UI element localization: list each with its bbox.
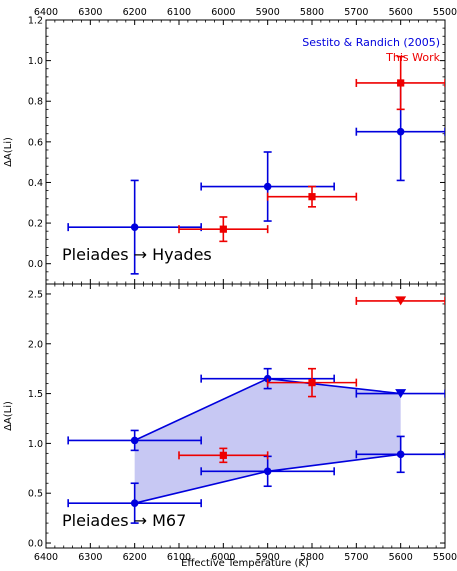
y-tick-label: 0.2 bbox=[28, 219, 43, 230]
legend-entry-this-work: This Work bbox=[385, 51, 440, 64]
x-tick-label: 5500 bbox=[433, 7, 457, 18]
x-tick-label: 6000 bbox=[211, 552, 235, 563]
panel-bottom: 6400 6300 6200 6100 6000 5900 5800 5700 5600 5500… bbox=[3, 283, 457, 569]
y-tick-label: 2.5 bbox=[28, 289, 43, 300]
data-point-square bbox=[308, 379, 316, 387]
panel-top: 6400 6300 6200 6100 6000 5900 5800 5700 5600 5500… bbox=[3, 7, 457, 285]
y-tick-label: 0.5 bbox=[28, 489, 43, 500]
data-top bbox=[67, 55, 445, 275]
y-axis-label-top: ΔA(Li) bbox=[3, 137, 14, 167]
y-tick-label: 0.8 bbox=[28, 97, 43, 108]
x-tick-label: 5800 bbox=[300, 7, 324, 18]
y-tick-label: 2.0 bbox=[28, 339, 43, 350]
data-point-square bbox=[219, 225, 227, 233]
y-tick-label: 1.0 bbox=[28, 56, 43, 67]
panel-label-top: Pleiades → Hyades bbox=[62, 245, 212, 264]
x-tick-label: 5600 bbox=[389, 552, 413, 563]
data-point-upper-limit bbox=[395, 296, 407, 306]
data-point-circle bbox=[130, 436, 139, 445]
data-point-circle bbox=[263, 182, 272, 191]
y-tick-label: 0.0 bbox=[28, 259, 43, 270]
data-bottom bbox=[67, 296, 445, 524]
x-tick-label: 6100 bbox=[167, 7, 191, 18]
y-tick-label: 0.0 bbox=[28, 539, 43, 550]
x-tick-label: 5600 bbox=[389, 7, 413, 18]
x-tick-label: 5500 bbox=[433, 552, 457, 563]
x-tick-label: 5900 bbox=[256, 7, 280, 18]
data-point-circle bbox=[396, 450, 405, 459]
x-tick-label: 6200 bbox=[123, 552, 147, 563]
y-tick-label: 1.2 bbox=[28, 16, 43, 27]
ticks-top: 6400 6300 6200 6100 6000 5900 5800 5700 5600 5500… bbox=[28, 7, 457, 284]
ticks-bottom: 6400 6300 6200 6100 6000 5900 5800 5700 5600 5500… bbox=[28, 283, 457, 563]
x-tick-label: 5800 bbox=[300, 552, 324, 563]
data-point-upper-limit bbox=[395, 389, 407, 399]
y-axis-label-bottom: ΔA(Li) bbox=[3, 401, 14, 431]
data-point-circle bbox=[263, 467, 272, 476]
x-tick-label: 6300 bbox=[78, 7, 102, 18]
x-tick-label: 6000 bbox=[211, 7, 235, 18]
data-point-circle bbox=[130, 223, 139, 231]
x-tick-label: 6400 bbox=[34, 7, 58, 18]
data-point-circle bbox=[130, 499, 139, 507]
x-tick-label: 5900 bbox=[256, 552, 280, 563]
x-tick-label: 5700 bbox=[344, 552, 368, 563]
data-point-circle bbox=[396, 127, 405, 136]
plot-frame-bottom bbox=[45, 283, 446, 549]
x-tick-label: 6200 bbox=[123, 7, 147, 18]
legend-entry-sestito: Sestito & Randich (2005) bbox=[302, 36, 440, 49]
x-tick-label: 6400 bbox=[34, 552, 58, 563]
data-point-square bbox=[219, 451, 227, 459]
panel-label-bottom: Pleiades → M67 bbox=[62, 511, 186, 530]
y-tick-label: 1.0 bbox=[28, 439, 43, 450]
x-tick-label: 6100 bbox=[167, 552, 191, 563]
y-tick-label: 0.6 bbox=[28, 137, 43, 148]
x-axis-label: Effective Temperature (K) bbox=[181, 558, 309, 569]
y-tick-label: 0.4 bbox=[28, 178, 43, 189]
x-tick-label: 6300 bbox=[78, 552, 102, 563]
data-point-square bbox=[308, 193, 316, 201]
data-point-square bbox=[397, 79, 405, 87]
y-tick-label: 1.5 bbox=[28, 389, 43, 400]
x-tick-label: 5700 bbox=[344, 7, 368, 18]
